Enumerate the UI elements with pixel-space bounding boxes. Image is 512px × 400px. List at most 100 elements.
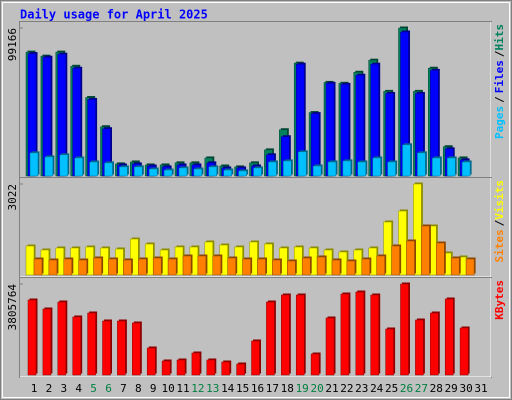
bar (93, 257, 102, 276)
legend-entry: Pages (493, 106, 506, 139)
x-tick-label: 10 (161, 382, 174, 395)
x-tick-label: 24 (370, 382, 384, 395)
bar (227, 257, 236, 276)
bar (444, 298, 454, 376)
bar (134, 166, 143, 177)
bar (146, 347, 156, 376)
legend-entry: KBytes (493, 280, 506, 320)
x-tick-label: 19 (296, 382, 309, 395)
bar (297, 151, 307, 177)
legend: Sites /Visits (493, 180, 506, 263)
x-tick-label: 9 (150, 382, 157, 395)
bar (287, 260, 296, 276)
bar (316, 256, 326, 276)
bar (242, 258, 251, 276)
bar (193, 168, 203, 177)
panel (19, 21, 492, 179)
legend-entry: Visits (493, 180, 506, 220)
bar (57, 301, 67, 376)
x-tick-label: 29 (445, 382, 458, 395)
bar (400, 283, 409, 376)
bar (342, 160, 352, 177)
bar (59, 154, 69, 177)
bar (450, 257, 460, 276)
x-tick-label: 13 (206, 382, 219, 395)
chart-title: Daily usage for April 2025 (20, 8, 208, 22)
bar (176, 359, 186, 376)
legend: Pages/Files/Hits (493, 24, 506, 139)
x-tick-label: 20 (310, 382, 323, 395)
bar (208, 166, 218, 177)
bar (223, 169, 232, 177)
bar (182, 255, 192, 276)
bar (148, 168, 158, 177)
bar (327, 161, 337, 177)
x-tick-label: 22 (340, 382, 353, 395)
bar (421, 225, 430, 276)
x-tick-label: 28 (430, 382, 443, 395)
legend-separator: / (493, 96, 506, 103)
legend-separator: / (493, 50, 506, 57)
x-tick-label: 6 (105, 382, 112, 395)
bar (191, 352, 201, 376)
bar (430, 312, 439, 376)
bar (104, 162, 113, 177)
x-tick-label: 27 (415, 382, 428, 395)
bar (370, 294, 379, 376)
bar (132, 322, 141, 376)
x-tick-label: 16 (251, 382, 264, 395)
bar (251, 340, 260, 376)
bar (108, 258, 117, 276)
bar (281, 294, 290, 376)
x-tick-label: 2 (46, 382, 53, 395)
bar (310, 353, 320, 376)
bar (178, 167, 188, 177)
x-tick-label: 1 (31, 382, 38, 395)
bar (221, 361, 230, 376)
bar (48, 259, 58, 276)
bar (385, 328, 394, 376)
y-tick-label: 3022 (6, 184, 19, 211)
bar (376, 255, 385, 276)
x-tick-label: 15 (236, 382, 249, 395)
bar (78, 259, 87, 276)
bar (436, 242, 445, 276)
bar (461, 161, 471, 177)
bar (346, 260, 356, 276)
bar (197, 255, 207, 276)
bar (268, 161, 277, 177)
bar (87, 312, 96, 376)
y-tick-label: 99166 (6, 28, 19, 61)
bar (89, 161, 98, 177)
y-tick-label: 3805764 (6, 284, 19, 331)
bar (152, 257, 162, 276)
bar (206, 359, 216, 376)
bar (119, 166, 128, 177)
x-tick-label: 30 (459, 382, 472, 395)
bar (44, 156, 54, 177)
legend-separator: / (493, 219, 506, 226)
bar (130, 238, 139, 276)
bar (402, 144, 411, 177)
bar (406, 240, 415, 276)
bar (372, 157, 381, 177)
x-tick-label: 18 (281, 382, 294, 395)
bar (72, 316, 81, 376)
bar (25, 245, 35, 276)
bar (138, 258, 147, 276)
bar (391, 245, 400, 276)
bar (238, 170, 247, 177)
x-tick-label: 11 (176, 382, 189, 395)
legend-entry: Files (493, 60, 506, 93)
bar (27, 299, 37, 376)
x-tick-label: 7 (120, 382, 127, 395)
x-tick-label: 25 (385, 382, 398, 395)
x-tick-label: 31 (474, 382, 487, 395)
bar (465, 258, 475, 276)
bar (355, 291, 365, 376)
bar (272, 259, 281, 276)
x-tick-label: 5 (90, 382, 97, 395)
x-tick-label: 12 (191, 382, 204, 395)
